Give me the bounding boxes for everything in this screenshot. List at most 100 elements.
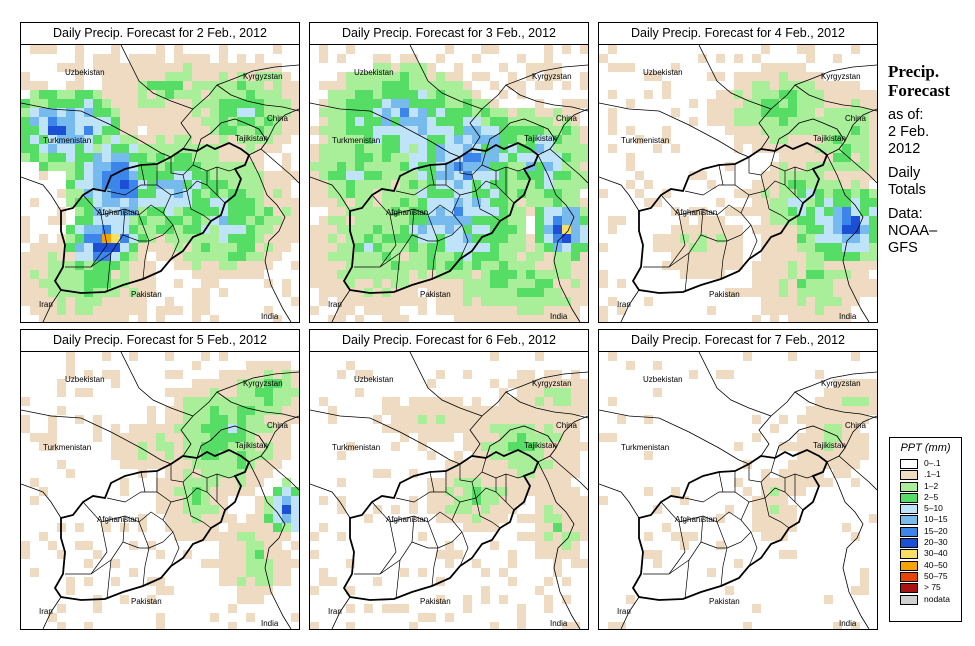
precip-cell [418, 90, 427, 99]
precip-cell [517, 397, 526, 406]
precip-cell [147, 406, 156, 415]
precip-cell [562, 415, 571, 424]
precip-cell [111, 261, 120, 270]
country-border [537, 461, 581, 629]
precip-cell [580, 81, 588, 90]
precip-cell [328, 261, 337, 270]
province-boundary [186, 190, 212, 222]
precip-cell [310, 279, 319, 288]
precip-cell [228, 261, 237, 270]
precip-cell [535, 424, 544, 433]
precip-cell [671, 144, 680, 153]
precip-cell [75, 279, 84, 288]
precip-cell [219, 487, 228, 496]
precip-cell [851, 279, 860, 288]
precip-cell [806, 180, 815, 189]
precip-cell [400, 126, 409, 135]
precip-cell [192, 288, 201, 297]
precip-cell [409, 225, 418, 234]
precip-cell [644, 198, 653, 207]
precip-cell [192, 478, 201, 487]
precip-cell [571, 270, 580, 279]
country-border [248, 154, 292, 322]
precip-cell [192, 297, 201, 306]
precip-cell [319, 243, 328, 252]
precip-cell [707, 243, 716, 252]
precip-cell [860, 379, 869, 388]
precip-cell [436, 279, 445, 288]
precip-cell [165, 306, 174, 315]
precip-cell [409, 144, 418, 153]
precip-cell [219, 568, 228, 577]
precip-cell [183, 99, 192, 108]
precip-cell [860, 225, 869, 234]
precip-cell [833, 297, 842, 306]
data-label: Data: [888, 206, 923, 222]
precip-cell [346, 559, 355, 568]
precip-cell [571, 180, 580, 189]
precip-cell [454, 550, 463, 559]
precip-cell [75, 90, 84, 99]
precip-cell [535, 523, 544, 532]
precip-cell [499, 234, 508, 243]
precip-cell [138, 460, 147, 469]
precip-cell [129, 135, 138, 144]
precip-cell [138, 63, 147, 72]
precip-cell [761, 478, 770, 487]
precip-cell [264, 90, 273, 99]
precip-cell [662, 243, 671, 252]
precip-cell [508, 415, 517, 424]
precip-cell [472, 306, 481, 315]
precip-cell [111, 297, 120, 306]
precip-cell [364, 297, 373, 306]
precip-cell [264, 216, 273, 225]
precip-cell [246, 613, 255, 622]
precip-cell [445, 297, 454, 306]
precip-cell [869, 99, 877, 108]
precip-cell [228, 532, 237, 541]
precip-cell [165, 406, 174, 415]
precip-cell [824, 162, 833, 171]
precip-cell [580, 442, 588, 451]
precip-cell [319, 279, 328, 288]
precip-cell [210, 478, 219, 487]
precip-cell [815, 171, 824, 180]
precip-cell [869, 261, 877, 270]
precip-cell [246, 433, 255, 442]
precip-cell [752, 72, 761, 81]
precip-cell [319, 252, 328, 261]
precip-cell [355, 234, 364, 243]
province-boundary [437, 531, 463, 549]
precip-cell [30, 252, 39, 261]
precip-cell [499, 279, 508, 288]
precip-cell [273, 532, 282, 541]
precip-cell [228, 460, 237, 469]
country-label: Afghanistan [675, 208, 717, 217]
precip-cell [725, 252, 734, 261]
precip-cell [869, 288, 877, 297]
precip-cell [174, 45, 183, 54]
precip-cell [237, 487, 246, 496]
precip-cell [851, 243, 860, 252]
precip-cell [30, 279, 39, 288]
precip-cell [508, 108, 517, 117]
precip-cell [391, 162, 400, 171]
precip-cell [400, 90, 409, 99]
precip-cell [490, 297, 499, 306]
precip-cell [138, 297, 147, 306]
precip-cell [319, 126, 328, 135]
precip-cell [860, 388, 869, 397]
precip-cell [851, 45, 860, 54]
precip-cell [210, 460, 219, 469]
precip-cell [373, 306, 382, 315]
precip-cell [418, 442, 427, 451]
precip-cell [526, 415, 535, 424]
precip-cell [228, 216, 237, 225]
precip-cell [517, 532, 526, 541]
precip-cell [102, 180, 111, 189]
precip-cell [75, 198, 84, 207]
precip-cell [409, 397, 418, 406]
precip-cell [328, 577, 337, 586]
precip-cell [246, 487, 255, 496]
precip-cell [806, 126, 815, 135]
